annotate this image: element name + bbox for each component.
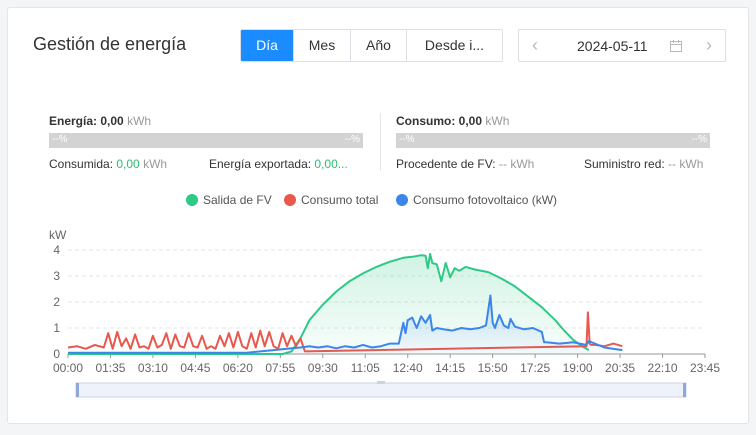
consumption-summary: Consumo: 0,00 kWh (396, 114, 509, 128)
legend-dot-icon (186, 194, 198, 206)
zoom-slider-track (75, 382, 687, 398)
consumed-label: Consumida: (49, 157, 114, 171)
from-pv-stat: Procedente de FV: -- kWh (396, 157, 534, 171)
legend-label: Consumo fotovoltaico (kW) (413, 193, 558, 207)
legend-label: Salida de FV (203, 193, 272, 207)
series-total-consumption-line (67, 311, 623, 353)
grid-supply-stat: Suministro red: -- kWh (584, 157, 703, 171)
x-tick-label: 12:40 (393, 361, 423, 375)
energy-ratio-bar: --% --% (49, 133, 363, 148)
grid-supply-value: -- (668, 157, 677, 171)
consumption-value: 0,00 (458, 114, 483, 128)
y-tick-label: 0 (53, 347, 60, 361)
consumption-label: Consumo: (396, 114, 456, 128)
y-tick-label: 3 (53, 269, 60, 283)
period-tabs: Día Mes Año Desde i... (240, 29, 503, 62)
from-pv-label: Procedente de FV: (396, 157, 496, 171)
x-tick-label: 23:45 (690, 361, 720, 375)
legend-item-total-consumption[interactable]: Consumo total (284, 193, 378, 207)
consumption-bar-left: --% (399, 134, 415, 145)
tab-since[interactable]: Desde i... (406, 30, 502, 61)
series-pv-consumption-area (68, 295, 623, 354)
page-title: Gestión de energía (33, 34, 187, 54)
x-tick-label: 06:20 (223, 361, 253, 375)
series-pv-consumption-line (68, 294, 623, 354)
energy-bar-left: --% (52, 134, 68, 145)
x-tick-label: 03:10 (138, 361, 168, 375)
energy-label: Energía: (49, 114, 98, 128)
x-tick-label: 11:05 (351, 361, 380, 375)
x-tick-label: 09:30 (308, 361, 338, 375)
energy-bar-right: --% (344, 134, 360, 145)
legend-dot-icon (396, 194, 408, 206)
date-picker: ‹ 2024-05-11 › (518, 29, 726, 62)
energy-summary: Energía: 0,00 kWh (49, 114, 151, 128)
zoom-grip (377, 381, 385, 384)
legend-item-pv-consumption[interactable]: Consumo fotovoltaico (kW) (396, 193, 557, 207)
zoom-handle-right (683, 383, 686, 397)
x-tick-label: 01:35 (95, 361, 125, 375)
legend-item-pv-output[interactable]: Salida de FV (186, 193, 272, 207)
x-tick-label: 14:15 (435, 361, 465, 375)
tab-day[interactable]: Día (241, 30, 293, 61)
y-tick-label: 1 (53, 321, 60, 335)
calendar-icon[interactable] (669, 39, 683, 53)
series-pv-output-line (68, 252, 590, 355)
x-tick-label: 15:50 (478, 361, 508, 375)
x-tick-label: 00:00 (53, 361, 83, 375)
consumption-bar-right: --% (691, 134, 707, 145)
chevron-right-icon[interactable]: › (706, 35, 712, 55)
x-tick-label: 17:25 (520, 361, 550, 375)
consumed-stat: Consumida: 0,00 kWh (49, 157, 167, 171)
from-pv-value: -- (498, 157, 507, 171)
x-tick-label: 20:35 (605, 361, 635, 375)
exported-stat: Energía exportada: 0,00... (209, 157, 348, 171)
consumed-unit: kWh (143, 157, 168, 171)
consumption-ratio-bar: --% --% (396, 133, 710, 148)
divider (380, 113, 381, 171)
legend-label: Consumo total (301, 193, 379, 207)
exported-value: 0,00... (314, 157, 348, 171)
energy-unit: kWh (127, 114, 152, 128)
zoom-handle-left (76, 383, 79, 397)
grid-supply-unit: kWh (679, 157, 704, 171)
y-tick-label: 2 (53, 295, 60, 309)
date-value[interactable]: 2024-05-11 (577, 38, 648, 54)
tab-month[interactable]: Mes (293, 30, 350, 61)
consumed-value: 0,00 (116, 157, 140, 171)
energy-value: 0,00 (100, 114, 124, 128)
exported-label: Energía exportada: (209, 157, 312, 171)
chevron-left-icon[interactable]: ‹ (532, 35, 538, 55)
y-tick-label: 4 (53, 243, 60, 257)
y-axis-label: kW (49, 228, 67, 242)
grid-supply-label: Suministro red: (584, 157, 665, 171)
from-pv-unit: kWh (510, 157, 535, 171)
x-tick-label: 19:00 (563, 361, 593, 375)
x-tick-label: 07:55 (265, 361, 295, 375)
consumption-unit: kWh (485, 114, 510, 128)
tab-year[interactable]: Año (350, 30, 406, 61)
x-tick-label: 04:45 (180, 361, 210, 375)
x-tick-label: 22:10 (648, 361, 678, 375)
legend-dot-icon (284, 194, 296, 206)
